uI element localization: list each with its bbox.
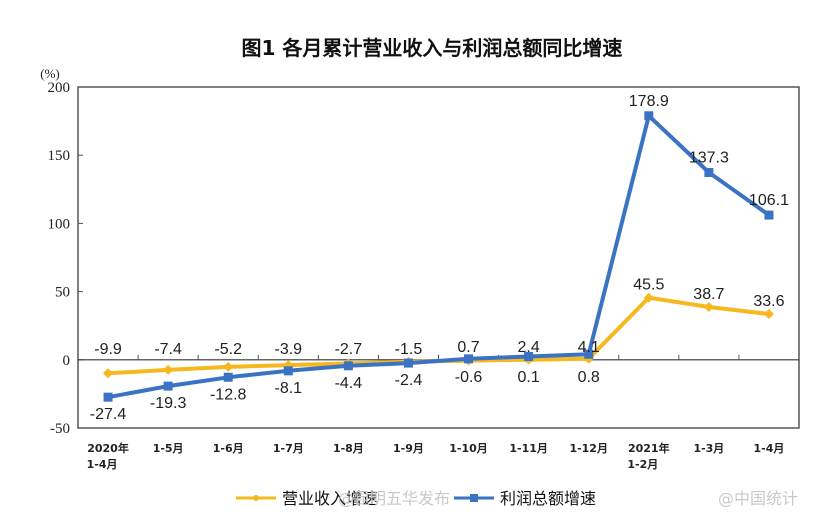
profit-marker xyxy=(343,361,353,371)
revenue-marker xyxy=(223,361,234,372)
x-category-label: 1-11月 xyxy=(509,442,548,455)
revenue-data-label: -7.4 xyxy=(154,341,182,358)
profit-marker xyxy=(764,210,774,220)
profit-data-label: -19.3 xyxy=(150,395,187,412)
profit-marker xyxy=(704,168,714,178)
profit-data-label: -12.8 xyxy=(210,386,247,403)
x-category-label: 1-4月 xyxy=(754,442,785,455)
revenue-data-label: -3.9 xyxy=(275,341,303,358)
y-tick-label: 150 xyxy=(48,148,71,164)
legend-label-revenue: 营业收入增速 xyxy=(282,489,378,508)
profit-marker xyxy=(223,372,233,382)
x-axis: 2020年 1-4月 1-5月 1-6月 1-7月 1-8月 1-9月 1-10月 1-11月 1… xyxy=(78,354,799,471)
revenue-data-label: 45.5 xyxy=(633,277,664,294)
series-layer xyxy=(103,111,774,402)
profit-data-label: -2.4 xyxy=(395,372,423,389)
revenue-data-label: -2.7 xyxy=(335,341,363,358)
legend-marker-revenue xyxy=(253,495,259,501)
watermark-1: @昆明五华发布 xyxy=(338,489,450,508)
revenue-data-label: 0.1 xyxy=(518,369,540,386)
profit-marker xyxy=(403,358,413,368)
profit-growth-line xyxy=(107,113,771,400)
watermark-2: @中国统计 xyxy=(718,489,798,508)
x-category-label: 1-9月 xyxy=(393,442,424,455)
x-category-label: 1-3月 xyxy=(693,442,724,455)
x-category-label: 1-8月 xyxy=(333,442,364,455)
profit-marker xyxy=(163,381,173,391)
profit-data-label: -4.4 xyxy=(335,375,363,392)
profit-data-label: -27.4 xyxy=(90,406,127,423)
profit-data-label: 4.1 xyxy=(578,339,600,356)
profit-data-label: 178.9 xyxy=(629,93,669,110)
revenue-data-label: -5.2 xyxy=(214,341,242,358)
revenue-data-label: -0.6 xyxy=(455,369,483,386)
y-axis: -50 0 50 100 150 200(%) xyxy=(40,66,83,437)
y-tick-label: 50 xyxy=(55,285,70,301)
data-labels: -9.9 -27.4 -7.4 -19.3 -5.2 -12.8 -3.9 -8.1 -2.7 -… xyxy=(90,93,789,423)
legend-label-profit: 利润总额增速 xyxy=(500,489,596,508)
y-axis-unit: (%) xyxy=(40,66,60,81)
revenue-data-label: 38.7 xyxy=(693,286,724,303)
y-tick-label: 0 xyxy=(63,353,71,369)
revenue-data-label: -1.5 xyxy=(395,341,423,358)
x-category-label: 1-5月 xyxy=(153,442,184,455)
watermarks: @昆明五华发布 @中国统计 xyxy=(338,489,798,508)
y-tick-label: -50 xyxy=(50,421,70,437)
x-category-label: 1-7月 xyxy=(273,442,304,455)
x-category-label: 1-6月 xyxy=(213,442,244,455)
revenue-marker xyxy=(103,368,114,379)
revenue-marker xyxy=(163,364,174,375)
revenue-data-label: 0.8 xyxy=(578,369,600,386)
profit-marker xyxy=(103,392,113,402)
x-category-label: 1-2月 xyxy=(627,458,658,471)
legend-marker-profit xyxy=(470,494,478,502)
profit-marker xyxy=(524,352,534,362)
legend-item-revenue: 营业收入增速 xyxy=(236,489,378,508)
revenue-data-label: 33.6 xyxy=(753,293,784,310)
revenue-data-label: -9.9 xyxy=(94,341,122,358)
profit-marker xyxy=(584,349,594,359)
plot-area xyxy=(77,86,800,429)
x-category-label: 2021年 xyxy=(628,441,670,455)
x-category-label: 1-10月 xyxy=(449,442,488,455)
profit-data-label: 137.3 xyxy=(689,150,729,167)
profit-data-label: 0.7 xyxy=(457,339,479,356)
profit-data-label: 106.1 xyxy=(749,192,789,209)
legend: 营业收入增速 利润总额增速 xyxy=(236,489,596,508)
revenue-marker xyxy=(643,292,654,303)
chart-title: 图1 各月累计营业收入与利润总额同比增速 xyxy=(242,36,623,60)
y-tick-label: 100 xyxy=(48,216,71,232)
x-category-label: 1-4月 xyxy=(87,458,118,471)
revenue-marker xyxy=(703,302,714,313)
profit-marker xyxy=(283,366,293,376)
revenue-marker xyxy=(763,308,774,319)
y-tick-label: 200 xyxy=(48,80,71,96)
x-category-label: 1-12月 xyxy=(569,442,608,455)
x-category-label: 2020年 xyxy=(87,441,129,455)
profit-data-label: 2.4 xyxy=(518,339,540,356)
profit-marker xyxy=(464,354,474,364)
profit-data-label: -8.1 xyxy=(275,380,303,397)
legend-item-profit: 利润总额增速 xyxy=(454,489,596,508)
profit-marker xyxy=(644,111,654,121)
